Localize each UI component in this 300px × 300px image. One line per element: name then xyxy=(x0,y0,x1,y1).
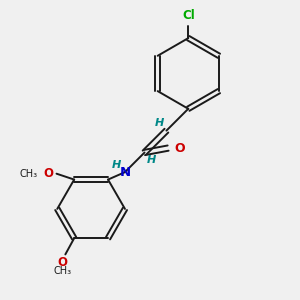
Text: O: O xyxy=(174,142,184,154)
Text: O: O xyxy=(44,167,54,180)
Text: H: H xyxy=(111,160,121,170)
Text: Cl: Cl xyxy=(182,9,195,22)
Text: H: H xyxy=(154,118,164,128)
Text: H: H xyxy=(147,155,157,165)
Text: CH₃: CH₃ xyxy=(53,266,71,276)
Text: CH₃: CH₃ xyxy=(19,169,38,179)
Text: N: N xyxy=(119,166,130,179)
Text: O: O xyxy=(57,256,68,269)
